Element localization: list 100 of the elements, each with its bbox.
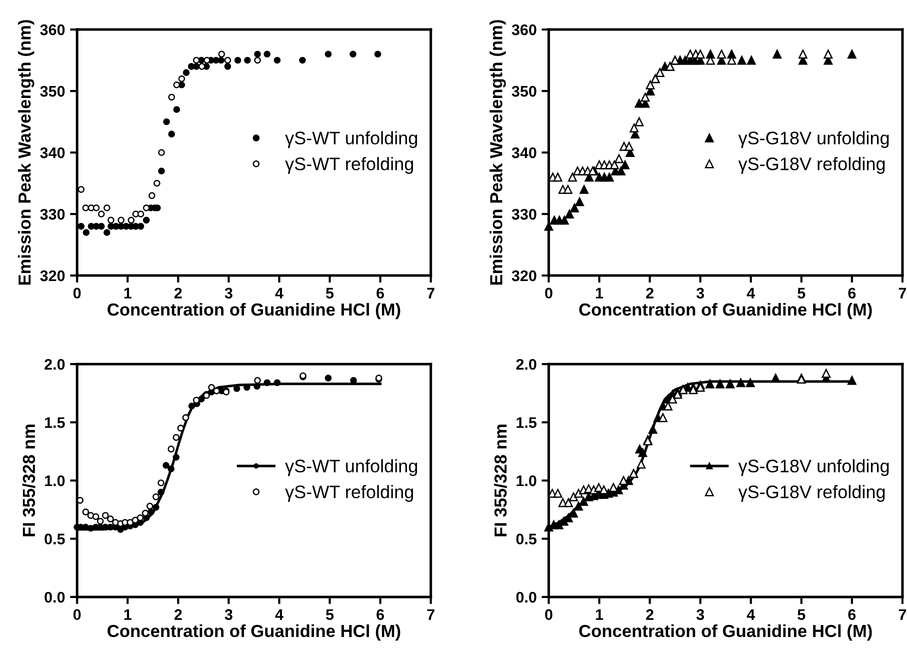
x-tick-label: 4 bbox=[746, 288, 756, 298]
point bbox=[737, 56, 746, 65]
x-tick-label: 1 bbox=[124, 609, 132, 620]
point bbox=[137, 210, 144, 218]
y-tick-label: 0.0 bbox=[516, 592, 536, 603]
point bbox=[98, 222, 105, 230]
point bbox=[705, 379, 714, 388]
point bbox=[604, 172, 614, 182]
point bbox=[142, 216, 150, 224]
point bbox=[640, 92, 650, 102]
x-axis-title: Concentration of Guanidine HCl (M) bbox=[108, 302, 400, 320]
point bbox=[158, 149, 165, 156]
x-tick-label: 7 bbox=[898, 609, 906, 620]
point bbox=[142, 204, 150, 212]
legend-label: γS-WT unfolding bbox=[285, 459, 418, 476]
point bbox=[158, 488, 164, 496]
point bbox=[374, 50, 382, 58]
x-axis-title: Concentration of Guanidine HCl (M) bbox=[579, 302, 872, 320]
x-tick-label: 2 bbox=[646, 609, 654, 620]
point bbox=[233, 385, 240, 392]
x-tick-label: 3 bbox=[224, 609, 232, 620]
point bbox=[82, 204, 90, 212]
x-tick-label: 5 bbox=[326, 609, 334, 620]
point bbox=[616, 166, 626, 176]
point bbox=[570, 203, 579, 212]
legend-label: γS-G18V unfolding bbox=[738, 131, 889, 148]
point bbox=[154, 180, 160, 187]
point bbox=[646, 80, 655, 90]
point bbox=[569, 508, 578, 518]
point bbox=[264, 379, 270, 386]
point bbox=[152, 493, 160, 500]
point bbox=[137, 222, 144, 230]
point bbox=[580, 184, 589, 194]
point bbox=[82, 229, 90, 236]
point bbox=[553, 172, 562, 182]
point bbox=[82, 508, 90, 516]
x-tick-label: 6 bbox=[848, 609, 856, 620]
y-tick-label: 0.0 bbox=[44, 592, 65, 603]
point bbox=[162, 462, 170, 469]
point bbox=[630, 123, 639, 132]
point bbox=[274, 379, 281, 386]
point bbox=[168, 130, 175, 138]
x-tick-label: 0 bbox=[73, 288, 81, 299]
point bbox=[736, 378, 746, 388]
point bbox=[78, 222, 85, 230]
x-tick-label: 7 bbox=[898, 288, 906, 298]
x-tick-label: 1 bbox=[596, 609, 604, 620]
point bbox=[610, 160, 619, 170]
point bbox=[182, 69, 190, 76]
point bbox=[136, 514, 144, 522]
point bbox=[798, 50, 808, 59]
point bbox=[163, 118, 170, 126]
point bbox=[634, 117, 644, 126]
point bbox=[299, 56, 306, 64]
point bbox=[218, 56, 225, 64]
legend-label: γS-G18V unfolding bbox=[738, 459, 889, 476]
point bbox=[218, 50, 226, 58]
point bbox=[158, 479, 164, 486]
y-tick-label: 1.0 bbox=[516, 475, 536, 486]
x-tick-label: 5 bbox=[798, 609, 806, 620]
point bbox=[648, 424, 658, 434]
legend-label: γS-WT refolding bbox=[285, 157, 413, 174]
point bbox=[847, 376, 856, 385]
y-axis-title: Emission Peak Wavelength (nm) bbox=[18, 20, 34, 285]
y-tick-label: 1.5 bbox=[516, 417, 537, 428]
point bbox=[173, 81, 180, 88]
y-tick-label: 1.0 bbox=[45, 475, 65, 486]
y-tick-label: 350 bbox=[40, 86, 65, 97]
x-axis-title: Concentration of Guanidine HCl (M) bbox=[579, 624, 872, 641]
y-tick-label: 350 bbox=[512, 86, 536, 97]
x-axis-title: Concentration of Guanidine HCl (M) bbox=[108, 624, 400, 641]
point bbox=[104, 229, 110, 236]
point bbox=[172, 454, 180, 461]
y-tick-label: 0.5 bbox=[44, 534, 65, 544]
x-tick-label: 2 bbox=[174, 609, 182, 620]
point bbox=[824, 50, 833, 59]
x-tick-label: 4 bbox=[746, 609, 756, 620]
point bbox=[716, 379, 724, 388]
y-tick-label: 340 bbox=[40, 147, 65, 158]
point bbox=[146, 502, 154, 510]
point bbox=[172, 434, 180, 441]
x-tick-label: 5 bbox=[798, 288, 806, 299]
point bbox=[574, 488, 583, 498]
x-tick-label: 7 bbox=[427, 288, 434, 298]
y-tick-label: 2.0 bbox=[44, 358, 65, 370]
point bbox=[614, 154, 624, 164]
point bbox=[696, 50, 705, 59]
point bbox=[168, 465, 174, 472]
point bbox=[204, 56, 210, 64]
point bbox=[92, 513, 100, 520]
x-tick-label: 4 bbox=[275, 609, 284, 620]
point bbox=[208, 384, 215, 391]
point bbox=[107, 516, 114, 522]
y-tick-label: 330 bbox=[512, 208, 536, 220]
point bbox=[188, 402, 196, 410]
point bbox=[746, 56, 756, 65]
point bbox=[620, 160, 630, 170]
point bbox=[324, 50, 332, 58]
y-tick-label: 330 bbox=[40, 208, 65, 220]
legend-label: γS-G18V refolding bbox=[738, 157, 885, 174]
